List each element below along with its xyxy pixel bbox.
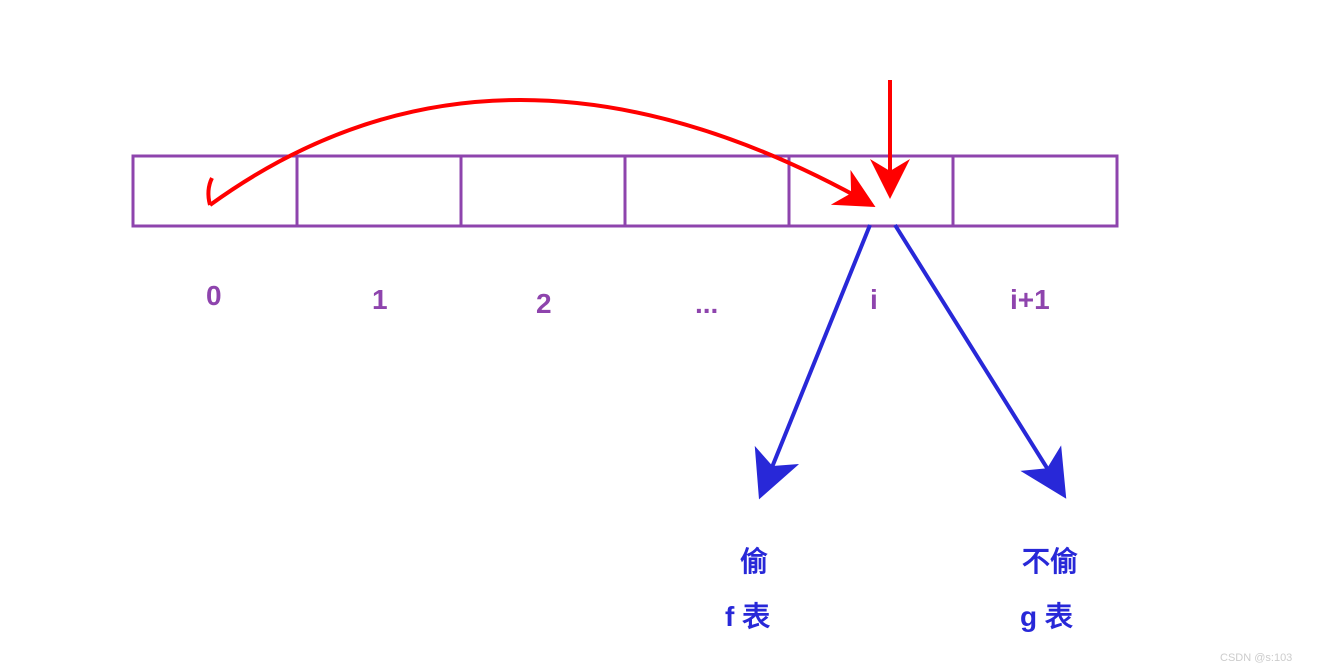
cell-label-0: 0 [206, 280, 222, 312]
cell-label-3: ... [695, 288, 718, 320]
branch-left-line1: 偷 [740, 540, 768, 580]
cell-5 [953, 156, 1117, 226]
red-arc-start-hook [208, 178, 212, 205]
diagram-svg [0, 0, 1327, 671]
watermark: CSDN @s:103 [1220, 652, 1292, 664]
cell-label-4: i [870, 284, 878, 316]
blue-arrow-left [762, 225, 870, 492]
cell-3 [625, 156, 789, 226]
cell-1 [297, 156, 461, 226]
cell-label-1: 1 [372, 284, 388, 316]
branch-left-line2: f 表 [725, 595, 770, 635]
cell-2 [461, 156, 625, 226]
cell-label-2: 2 [536, 288, 552, 320]
red-arc-arrow [210, 100, 872, 205]
cell-4 [789, 156, 953, 226]
cell-label-5: i+1 [1010, 284, 1050, 316]
branch-right-line2: g 表 [1020, 595, 1073, 635]
blue-arrow-right [895, 225, 1062, 492]
branch-right-line1: 不偷 [1022, 540, 1078, 580]
array-cells [133, 156, 1117, 226]
